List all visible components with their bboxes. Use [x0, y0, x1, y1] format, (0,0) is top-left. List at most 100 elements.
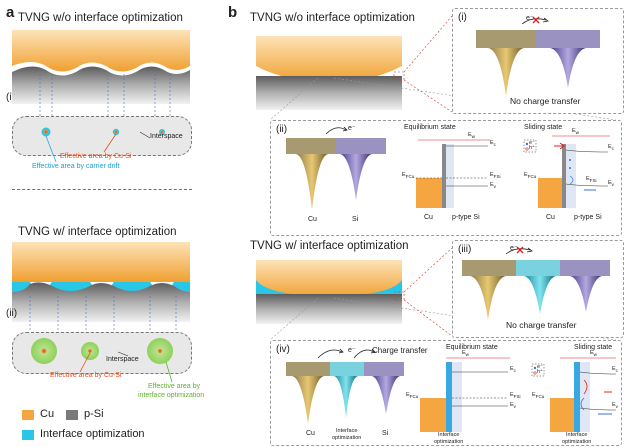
iv-eq-ec-sub: c [513, 368, 516, 374]
ii-sl-efsi-main: E [586, 176, 590, 182]
subpanel-iv-label: (iv) [276, 344, 290, 355]
si-block-b-top [256, 76, 402, 110]
iv-eq-ev: Ev [510, 402, 516, 409]
ii-eq-bottom-si: p-type Si [452, 214, 480, 221]
cu-layer-a-ii [12, 242, 190, 282]
subpanel-i-electron: e⁻ [526, 15, 534, 22]
subpanel-ii-label: (ii) [276, 124, 288, 135]
iv-sl-ec-main: E [612, 366, 616, 372]
panel-a-title-ii: TVNG w/ interface optimization [18, 226, 177, 238]
iv-eq-ev-main: E [510, 402, 514, 408]
subpanel-iv-opt-line2: optimization [332, 435, 362, 441]
iv-eq-ew-sub: w [465, 352, 469, 358]
interspace-label-ii: Interspace [106, 356, 139, 363]
legend-swatch-psi [66, 410, 78, 420]
ii-sl-carrier-h: h⁺ [529, 145, 535, 151]
ii-sl-efsi: EFSi [586, 176, 597, 183]
subpanel-i-caption: No charge transfer [510, 96, 581, 106]
ii-eq-efsi: EFSi [490, 172, 501, 179]
subpanel-iv-cu: Cu [306, 430, 315, 437]
panel-a-title-i: TVNG w/o interface optimization [18, 12, 183, 24]
panel-b-letter: b [228, 4, 238, 21]
ii-eq-ew-sub: w [471, 134, 475, 140]
subpanel-iv-si: Si [382, 430, 389, 437]
ii-sl-ec-main: E [608, 144, 612, 150]
iv-sl-efcu: EFCu [532, 392, 544, 399]
eff-opt-label-line1: Effective area by [148, 383, 201, 390]
subpanel-ii-si: Si [352, 216, 359, 223]
ii-sl-efcu-sub: FCu [527, 174, 537, 180]
legend-swatch-cu [22, 410, 34, 420]
ii-sl-bottom-cu: Cu [546, 214, 555, 221]
subpanel-i-label: (i) [458, 12, 467, 23]
eff-cusi-label-i: Effective area by Cu-Si [60, 153, 132, 160]
ii-eq-ev-sub: v [493, 184, 496, 190]
eff-opt-label-line2: interface optimization [138, 392, 205, 399]
iv-eq-ev-sub: v [513, 404, 516, 410]
legend-label-psi: p-Si [84, 408, 104, 420]
section-separator [12, 189, 192, 190]
interspace-label-i: Interspace [150, 133, 183, 140]
iv-eq-efsi-main: E [510, 392, 514, 398]
ii-sl-ew: Ew [572, 128, 579, 135]
ii-eq-ec-main: E [490, 140, 494, 146]
iv-sliding-title: Sliding state [574, 344, 613, 351]
iv-eq-efcu-sub: FCu [409, 394, 419, 400]
legend-label-opt: Interface optimization [40, 428, 145, 440]
iv-sl-bottom-line2: optimization [562, 439, 592, 445]
iv-equilibrium-title: Equilibrium state [446, 344, 498, 351]
iv-sl-ec-sub: c [615, 368, 618, 374]
ii-sl-efcu: EFCu [524, 172, 536, 179]
subpanel-iii-caption: No charge transfer [506, 320, 577, 330]
subpanel-iv-electron: e⁻ [348, 347, 356, 354]
ii-eq-ev-main: E [490, 182, 494, 188]
si-layer-a-i [12, 66, 190, 104]
iv-sl-ev-sub: v [615, 404, 618, 410]
eff-cusi-label-ii: Effective area by Cu-Si [50, 372, 122, 379]
ii-eq-efcu-sub: FCu [405, 174, 415, 180]
ii-equilibrium-title: Equilibrium state [404, 124, 456, 131]
ii-sl-bottom-si: p-type Si [574, 214, 602, 221]
ii-sl-ew-sub: w [575, 130, 579, 136]
ii-eq-efcu: EFCu [402, 172, 414, 179]
iv-sl-ew-main: E [590, 350, 594, 356]
subpanel-iv-charge-transfer: Charge transfer [372, 346, 428, 355]
panel-b-title-top: TVNG w/o interface optimization [250, 12, 415, 24]
si-layer-a-ii [12, 282, 190, 322]
ii-eq-ec-sub: c [493, 142, 496, 148]
ii-sl-ec: Ec [608, 144, 614, 151]
iv-sl-ev: Ev [612, 402, 618, 409]
iv-sl-bottom-line1: Interface [566, 432, 588, 438]
iv-sl-ew: Ew [590, 350, 597, 357]
subpanel-ii-electron: e⁻ [348, 125, 356, 132]
subpanel-iv-opt-line1: Interface [336, 428, 358, 434]
iv-eq-efcu-main: E [406, 392, 410, 398]
ii-sl-carrier-e: e⁻ [529, 140, 535, 146]
panel-b-title-bottom: TVNG w/ interface optimization [250, 240, 409, 252]
iv-sl-ew-sub: w [593, 352, 597, 358]
iv-eq-efsi-sub: FSi [513, 394, 521, 400]
subpanel-ii-cu: Cu [308, 216, 317, 223]
subpanel-iii-electron: e⁻ [510, 245, 518, 252]
iv-eq-ec: Ec [510, 366, 516, 373]
ii-sl-ev: Ev [608, 180, 614, 187]
ii-sliding-title: Sliding state [524, 124, 563, 131]
iv-eq-ew: Ew [462, 350, 469, 357]
ii-eq-ew-main: E [468, 132, 472, 138]
ii-eq-ew: Ew [468, 132, 475, 139]
ii-sl-ev-sub: v [611, 182, 614, 188]
iv-sl-efcu-sub: FCu [535, 394, 545, 400]
iv-eq-bottom-line1: Interface [438, 432, 460, 438]
iv-sl-carrier-h: h⁺ [537, 369, 543, 375]
iv-sl-efcu-main: E [532, 392, 536, 398]
